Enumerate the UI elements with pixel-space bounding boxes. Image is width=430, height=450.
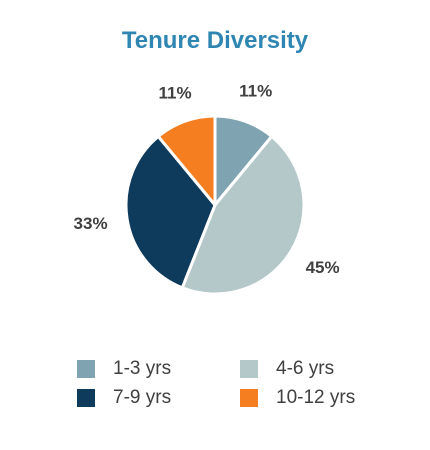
slice-label-4-6-yrs: 45% (306, 258, 340, 277)
legend-label: 10-12 yrs (276, 387, 356, 408)
legend-label: 7-9 yrs (113, 387, 172, 408)
legend-item-7-9-yrs: 7-9 yrs (77, 387, 171, 409)
slice-4-6-yrs (180, 134, 306, 296)
slice-label-1-3-yrs: 11% (239, 82, 272, 101)
legend-item-1-3-yrs: 1-3 yrs (77, 358, 171, 380)
slice-label-7-9-yrs: 33% (74, 214, 108, 233)
legend-swatch (240, 360, 258, 378)
legend-item-4-6-yrs: 4-6 yrs (240, 358, 334, 380)
legend-swatch (240, 389, 258, 407)
legend-swatch (77, 389, 95, 407)
chart-title: Tenure Diversity (121, 27, 309, 54)
legend-swatch (77, 360, 95, 378)
slice-7-9-yrs (124, 134, 217, 290)
legend-label: 1-3 yrs (113, 358, 172, 379)
slice-10-12-yrs (156, 114, 217, 207)
legend-item-10-12-yrs: 10-12 yrs (240, 387, 355, 409)
slice-label-10-12-yrs: 11% (158, 83, 191, 102)
legend-label: 4-6 yrs (276, 358, 335, 379)
